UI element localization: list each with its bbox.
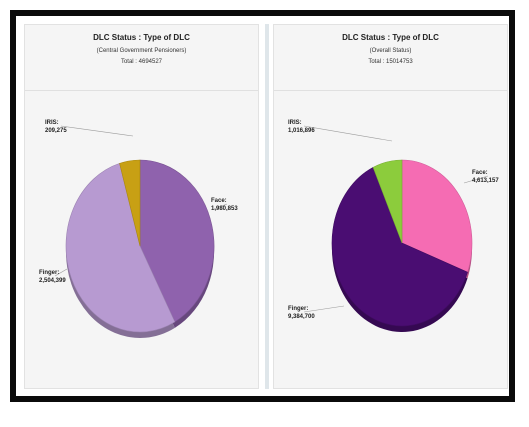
panel-divider	[265, 24, 269, 389]
connector-line	[54, 268, 68, 277]
slice-value: 4,613,157	[472, 178, 499, 184]
slice-label: Finger:	[288, 306, 308, 312]
panel-total: Total : 15014753	[368, 59, 413, 65]
slice-label: IRIS:	[45, 120, 59, 126]
slice-value: 1,016,896	[288, 128, 315, 134]
screenshot-frame: DLC Status : Type of DLC (Central Govern…	[10, 10, 515, 402]
pie-slice-finger	[65, 162, 176, 333]
panel-header: DLC Status : Type of DLC (Overall Status…	[274, 25, 507, 91]
pie-slice-face	[401, 159, 473, 273]
pie-chart-central-government: IRIS: 209,275 Face: 1,980,853 Finger: 2,504,3…	[39, 120, 238, 339]
pie-chart-overall-status: IRIS: 1,016,896 Face: 4,613,157 Finger: 9,384…	[288, 120, 499, 332]
panel-central-government: DLC Status : Type of DLC (Central Govern…	[24, 24, 259, 389]
connector-line	[60, 125, 134, 137]
connector-line	[463, 175, 489, 184]
panel-total: Total : 4694527	[120, 59, 163, 65]
slice-label: Face:	[211, 198, 227, 204]
connector-line	[303, 125, 393, 142]
pie-slice-face	[139, 159, 215, 323]
slice-label: Face:	[472, 170, 488, 176]
slice-label: Finger:	[39, 270, 59, 276]
pie-slice-iris	[372, 159, 403, 244]
panel-subtitle: (Overall Status)	[369, 48, 412, 54]
slice-value: 1,980,853	[211, 206, 238, 212]
panel-subtitle: (Central Government Pensioners)	[96, 48, 187, 54]
slice-value: 2,504,399	[39, 278, 66, 284]
panel-title: DLC Status : Type of DLC	[93, 33, 190, 42]
connector-line	[213, 203, 228, 210]
panel-header: DLC Status : Type of DLC (Central Govern…	[25, 25, 258, 91]
slice-value: 9,384,700	[288, 314, 315, 320]
slice-label: IRIS:	[288, 120, 302, 126]
panel-title: DLC Status : Type of DLC	[342, 33, 439, 42]
pie-slice-iris	[119, 159, 141, 247]
slice-value: 209,275	[45, 128, 67, 134]
pie-slice-finger	[331, 166, 468, 327]
connector-line	[303, 305, 345, 313]
panel-overall-status: DLC Status : Type of DLC (Overall Status…	[273, 24, 508, 389]
